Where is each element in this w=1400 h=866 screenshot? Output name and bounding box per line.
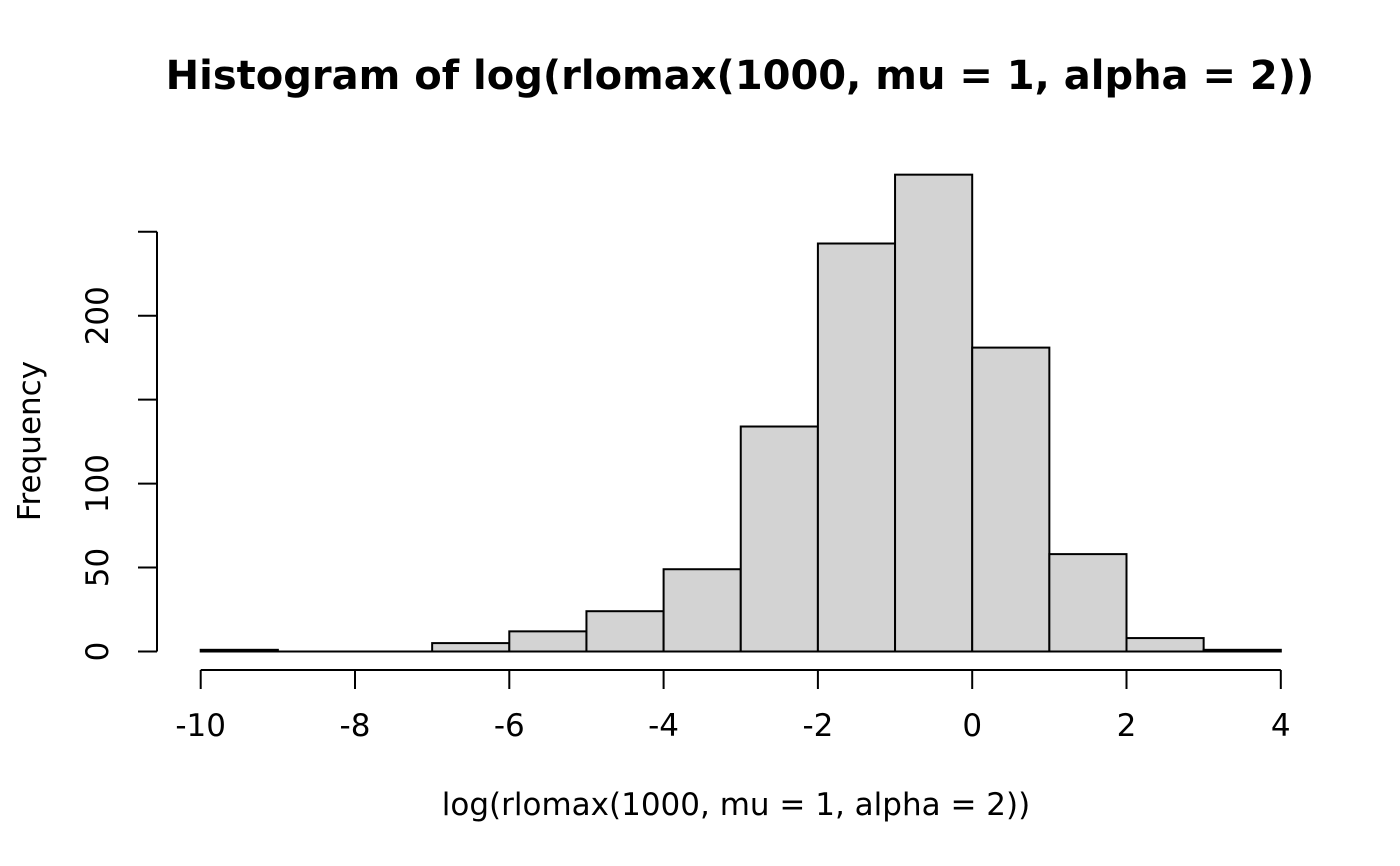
chart-title: Histogram of log(rlomax(1000, mu = 1, al… (166, 53, 1315, 99)
histogram-bar (1048, 553, 1128, 653)
histogram-bar (816, 242, 897, 653)
histogram-bar (585, 610, 665, 653)
x-tick-label: -8 (340, 708, 371, 744)
histogram-bar (508, 630, 588, 653)
axes-layer: -10 -8 -6 -4 -2 0 2 4 0 50 100 200 (80, 230, 1291, 744)
y-tick-label: 0 (80, 642, 116, 662)
y-tick-label: 200 (80, 286, 116, 345)
x-tick-label: -6 (494, 708, 525, 744)
x-tick-label: -4 (648, 708, 679, 744)
histogram-bar (431, 642, 511, 653)
histogram-bar (662, 568, 742, 653)
y-tick-label: 100 (80, 454, 116, 513)
x-tick-label: 2 (1117, 708, 1137, 744)
histogram-bar (971, 346, 1051, 653)
x-tick-label: -10 (175, 708, 226, 744)
x-tick-label: -2 (802, 708, 833, 744)
histogram-bar (894, 173, 974, 653)
y-tick-label: 50 (80, 548, 116, 587)
histogram-bar (199, 648, 279, 653)
y-axis-title: Frequency (12, 361, 48, 521)
bars-layer (199, 173, 1282, 653)
histogram-bar (1125, 637, 1205, 653)
histogram-bar (1202, 648, 1282, 653)
x-tick-label: 4 (1271, 708, 1291, 744)
x-tick-label: 0 (962, 708, 982, 744)
histogram-bar (739, 425, 819, 653)
x-axis-title: log(rlomax(1000, mu = 1, alpha = 2)) (442, 787, 1030, 823)
